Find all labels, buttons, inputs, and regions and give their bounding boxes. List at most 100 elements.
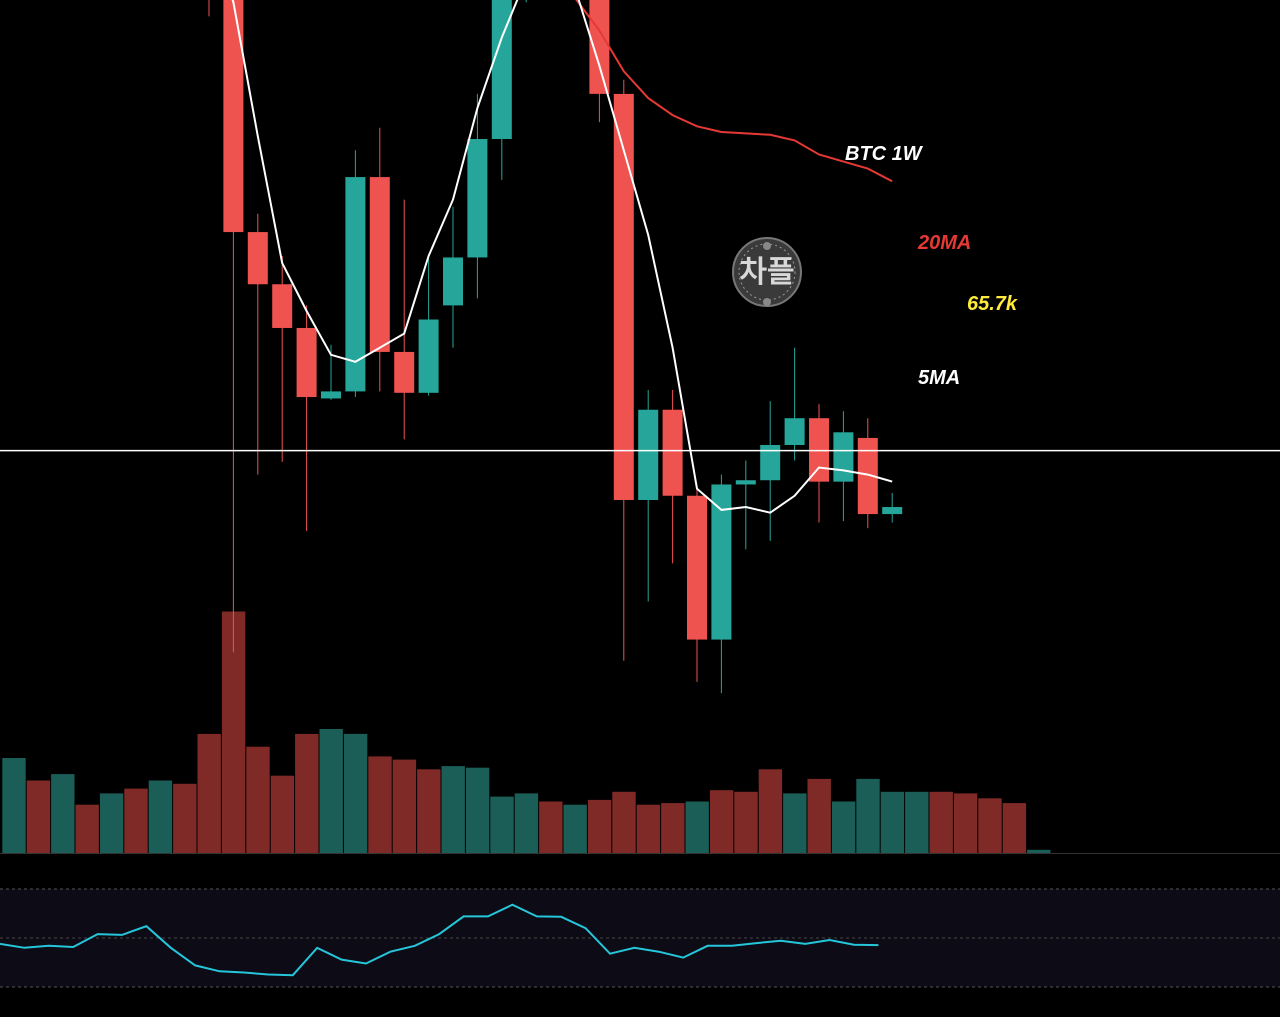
volume-bar	[905, 791, 929, 853]
ma20-line	[575, 0, 893, 183]
volume-bar	[978, 798, 1002, 853]
volume-bar	[807, 778, 831, 853]
candle-body	[467, 139, 488, 258]
candle	[418, 257, 439, 396]
chart-title: BTC 1W	[845, 143, 924, 165]
volume-bar	[392, 759, 417, 853]
volume-bar	[880, 791, 905, 853]
volume-bar	[1027, 849, 1051, 853]
candle	[760, 401, 781, 541]
candle-body	[833, 432, 854, 482]
candle-body	[369, 177, 390, 352]
candle	[687, 488, 707, 682]
volume-bar	[246, 746, 270, 853]
volume-bar	[929, 791, 953, 853]
candle-body	[857, 437, 878, 515]
candle	[662, 390, 683, 564]
candle	[272, 256, 293, 462]
candle-body	[784, 418, 805, 445]
candle-body	[223, 0, 244, 233]
candle	[638, 390, 659, 602]
volume-bar	[661, 803, 685, 853]
candles	[208, 0, 903, 694]
volume-bar	[441, 766, 465, 853]
volume-bar	[417, 769, 441, 853]
volume-bar	[685, 801, 709, 853]
volume-bar	[2, 758, 26, 853]
volume-bar	[124, 788, 148, 853]
candle-body	[613, 93, 634, 500]
candle-body	[882, 507, 903, 515]
volume-bar	[197, 733, 221, 853]
volume-bar	[758, 769, 783, 853]
volume-bar	[26, 780, 51, 853]
candle-body	[345, 177, 366, 392]
rsi-line	[0, 903, 879, 977]
candle	[735, 460, 756, 550]
volume-bar	[343, 733, 368, 853]
level-label: 65.7k	[967, 293, 1018, 315]
volume-bars	[2, 611, 1051, 853]
ma5-line	[231, 0, 893, 514]
candle-body	[491, 0, 512, 140]
volume-bar	[953, 793, 978, 853]
watermark-coin-icon	[763, 298, 771, 306]
ma20-label: 20MA	[917, 232, 971, 254]
volume-bar	[1002, 803, 1027, 853]
volume-bar	[831, 801, 856, 853]
candle-body	[638, 409, 659, 500]
volume-bar	[636, 804, 661, 853]
volume-bar	[563, 804, 587, 853]
volume-bar	[319, 729, 343, 853]
candle	[711, 474, 732, 694]
candle-body	[394, 351, 415, 393]
volume-bar	[99, 793, 124, 853]
candle-body	[589, 0, 610, 94]
candle-body	[687, 495, 707, 640]
volume-bar	[587, 799, 612, 853]
volume-bar	[539, 801, 563, 853]
volume-bar	[270, 775, 295, 853]
ma5-label: 5MA	[918, 367, 960, 389]
watermark-logo: 차플	[732, 237, 802, 307]
volume-bar	[295, 733, 319, 853]
volume-bar	[465, 767, 490, 853]
candle-body	[662, 409, 683, 496]
candle	[613, 79, 634, 661]
volume-bar	[612, 791, 636, 853]
candle-body	[711, 484, 732, 640]
candle	[345, 150, 366, 398]
candle-body	[443, 257, 463, 306]
candle	[247, 213, 268, 475]
candle	[443, 206, 463, 348]
volume-bar	[783, 793, 807, 853]
candle-body	[760, 444, 781, 481]
volume-bar	[221, 611, 246, 853]
volume-bar	[368, 756, 392, 853]
volume-bar	[173, 783, 197, 853]
candle-body	[247, 232, 268, 285]
candle-body	[418, 319, 439, 393]
candle-body	[296, 327, 317, 398]
volume-bar	[75, 804, 99, 853]
volume-bar	[490, 796, 514, 853]
volume-bar	[734, 791, 758, 853]
volume-bar	[514, 793, 539, 853]
watermark-text: 차플	[739, 255, 794, 290]
candle	[394, 199, 415, 440]
candle	[467, 93, 488, 299]
candle	[857, 418, 878, 529]
watermark-coin-icon	[763, 242, 771, 250]
candle	[882, 492, 903, 523]
candle	[223, 0, 244, 653]
candle	[784, 347, 805, 461]
candle-body	[272, 284, 293, 328]
volume-bar	[148, 780, 173, 853]
candle-body	[735, 480, 756, 485]
candle-body	[321, 391, 341, 399]
volume-bar	[709, 790, 734, 853]
volume-bar	[51, 774, 75, 853]
candle	[296, 305, 317, 531]
